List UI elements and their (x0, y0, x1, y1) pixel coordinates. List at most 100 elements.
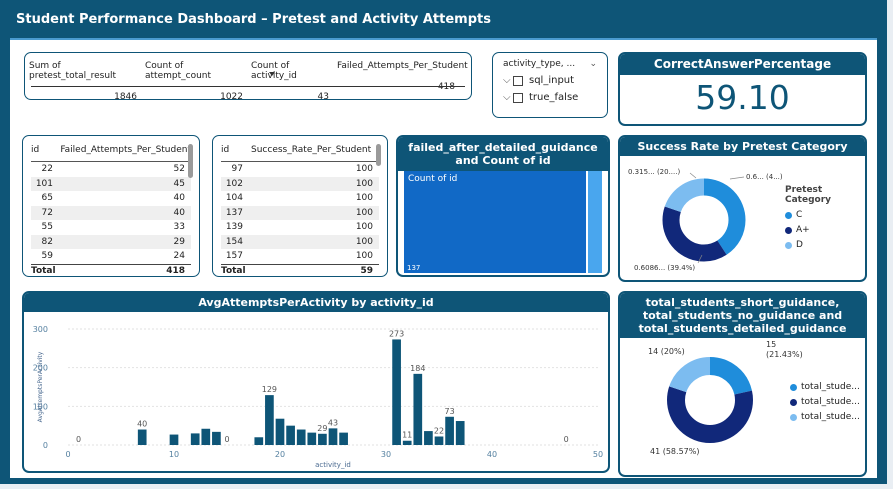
bar-chart-title: AvgAttemptsPerActivity by activity_id (24, 293, 608, 312)
table-row[interactable]: 154 100 (221, 234, 379, 249)
leader-line (689, 172, 697, 179)
summary-col-0[interactable]: Sum of pretest_total_result 1846 (29, 61, 137, 100)
table-row[interactable]: 82 29 (31, 234, 191, 249)
bar[interactable] (265, 395, 274, 445)
table-header: id Failed_Attempts_Per_Student (31, 138, 191, 162)
data-label: 273 (389, 329, 404, 338)
table-row[interactable]: 59 24 (41, 251, 185, 262)
failed-attempts-table[interactable]: id Failed_Attempts_Per_Student 22 52 101 4… (22, 135, 200, 277)
bar[interactable] (296, 429, 306, 445)
table-row[interactable]: 137 100 (221, 205, 379, 220)
table-row[interactable]: 72 40 (31, 205, 191, 220)
legend-item-d[interactable]: D (785, 240, 865, 250)
donut1-title: Success Rate by Pretest Category (620, 137, 865, 156)
legend-item-aplus[interactable]: A+ (785, 225, 865, 235)
kpi-value: 59.10 (695, 78, 790, 117)
kpi-card: CorrectAnswerPercentage 59.10 (618, 52, 867, 126)
table-row[interactable]: 65 40 (41, 193, 185, 204)
bar[interactable] (137, 429, 147, 445)
donut1-legend: Pretest Category C A+ D (785, 185, 865, 250)
bar[interactable] (402, 440, 412, 445)
y-tick-label: 100 (33, 402, 48, 411)
donut2-label-1: 14 (20%) (648, 347, 685, 356)
success-rate-table[interactable]: id Success_Rate_Per_Student 97 100 102 100… (212, 135, 388, 277)
donut2-label-2b: (21.43%) (766, 350, 803, 359)
slicer-header: activity_type, ... (503, 59, 576, 69)
table-row[interactable]: 102 100 (221, 176, 379, 191)
bar[interactable] (286, 425, 295, 445)
bar[interactable] (201, 428, 211, 445)
bar[interactable] (212, 431, 221, 445)
pretest-donut-card: Success Rate by Pretest Category 0.315..… (618, 135, 867, 282)
donut1-label-c: 0.6... (4...) (746, 173, 783, 181)
table-row[interactable]: 157 100 (225, 251, 373, 262)
checkbox[interactable] (513, 75, 523, 86)
table-header: id Success_Rate_Per_Student (221, 138, 379, 162)
donut2-legend: total_stude... total_stude... total_stud… (790, 377, 860, 422)
bar[interactable] (318, 433, 327, 445)
donut2-segment-3[interactable] (667, 357, 753, 443)
table-total-row: Total 418 (31, 263, 191, 276)
dashboard-title: Student Performance Dashboard – Pretest … (16, 12, 491, 27)
legend-item-short[interactable]: total_stude... (790, 382, 860, 392)
bar[interactable] (275, 418, 285, 445)
data-label: 129 (262, 385, 277, 394)
treemap-tile-main[interactable]: Count of id 137 (404, 171, 586, 273)
data-label: 0 (76, 435, 81, 444)
bar[interactable] (434, 436, 444, 445)
bar[interactable] (339, 432, 348, 445)
legend-item-c[interactable]: C (785, 210, 865, 220)
report-canvas: Sum of pretest_total_result 1846 Count o… (10, 38, 877, 478)
y-axis-title: AvgAttemptsPerActivity (37, 351, 44, 422)
summary-col-1[interactable]: Count of attempt_count 1022 (145, 61, 243, 100)
legend-item-detailed[interactable]: total_stude... (790, 412, 860, 422)
donut2-label-3: 41 (58.57%) (650, 447, 699, 456)
donut1-chart: 0.315... (20....) 0.6... (4...) 0.6086..… (628, 168, 783, 272)
leader-line (697, 254, 703, 264)
bar[interactable] (445, 416, 454, 445)
scrollbar[interactable] (188, 144, 193, 178)
slicer-item-sql-input[interactable]: ⌵ sql_input (503, 75, 575, 86)
bar[interactable] (169, 434, 179, 445)
bar[interactable] (254, 437, 264, 445)
summary-col-2[interactable]: Count of activity_id 43 (251, 61, 329, 100)
data-label: 0 (564, 435, 569, 444)
donut2-title: total_students_short_guidance, total_stu… (620, 293, 865, 338)
table-total-row: Total 59 (221, 263, 379, 276)
data-label: 43 (328, 418, 338, 427)
scrollbar[interactable] (376, 144, 381, 166)
bar[interactable] (455, 421, 465, 445)
donut1-segment-aplus[interactable] (662, 178, 746, 262)
table-row[interactable]: 104 100 (225, 193, 373, 204)
summary-table[interactable]: Sum of pretest_total_result 1846 Count o… (24, 52, 472, 100)
donut2-label-2: 15 (766, 340, 776, 349)
treemap-tile-secondary[interactable] (588, 171, 602, 273)
table-row[interactable]: 139 100 (225, 222, 373, 233)
donut1-segment-d[interactable] (662, 178, 746, 262)
bar[interactable] (392, 339, 401, 445)
y-tick-label: 0 (43, 441, 48, 450)
donut1-label-d: 0.315... (20....) (628, 168, 680, 176)
bar[interactable] (424, 431, 433, 445)
checkbox[interactable] (513, 92, 523, 103)
bar[interactable] (328, 428, 338, 445)
kpi-label: CorrectAnswerPercentage (620, 54, 865, 75)
bar[interactable] (413, 373, 423, 445)
table-row[interactable]: 22 52 (41, 164, 185, 175)
activity-type-slicer[interactable]: activity_type, ... ⌄ ⌵ sql_input ⌵ true_… (492, 52, 608, 118)
legend-item-no[interactable]: total_stude... (790, 397, 860, 407)
bar[interactable] (307, 432, 317, 445)
treemap-card: failed_after_detailed_guidance and Count… (396, 135, 610, 277)
table-row[interactable]: 101 45 (31, 176, 191, 191)
summary-col-3[interactable]: Failed_Attempts_Per_Student 418 (337, 61, 468, 92)
bar[interactable] (190, 433, 200, 445)
x-tick-label: 10 (169, 450, 179, 459)
sort-icon[interactable] (269, 72, 275, 76)
chevron-down-icon[interactable]: ⌄ (589, 59, 597, 69)
donut2-segment-2[interactable] (667, 357, 753, 443)
table-row[interactable]: 55 33 (41, 222, 185, 233)
slicer-item-true-false[interactable]: ⌵ true_false (503, 92, 579, 103)
donut2-chart: 14 (20%) 15 (21.43%) 41 (58.57%) (648, 340, 803, 456)
avg-attempts-bar-chart: AvgAttemptsPerActivity by activity_id 0 1… (22, 291, 610, 473)
table-row[interactable]: 97 100 (231, 164, 373, 175)
